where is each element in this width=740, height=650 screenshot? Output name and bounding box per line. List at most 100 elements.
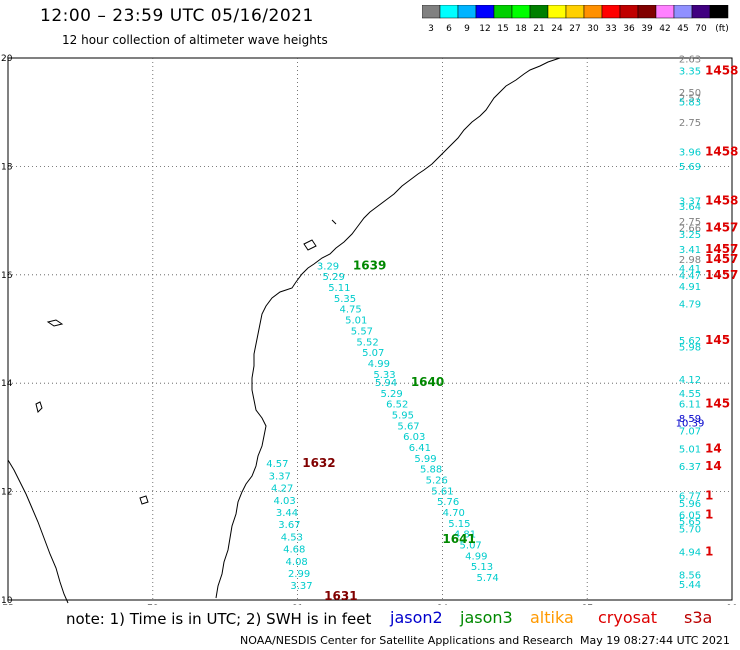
- colorbar-swatch: [511, 5, 531, 19]
- wave-value: 6.37: [679, 462, 701, 473]
- island-b: [139, 495, 149, 505]
- wave-value: 5.88: [420, 465, 442, 476]
- colorbar-label: 39: [641, 24, 653, 34]
- y-tick-label: 14: [1, 379, 13, 389]
- colorbar-swatch: [601, 5, 621, 19]
- colorbar-swatch: [583, 5, 603, 19]
- right-edge-values: 2.633.35 1458 2.502.575.83 2.75 3.96 1458 5.69…: [676, 54, 739, 591]
- wave-value: 2.99: [288, 569, 310, 580]
- wave-value: 3.96: [679, 148, 701, 159]
- colorbar-label: 24: [551, 24, 563, 34]
- wave-value: 4.55: [679, 389, 701, 400]
- track-time: 1: [705, 508, 713, 522]
- colorbar-swatch: [619, 5, 639, 19]
- wave-value: 5.99: [414, 454, 436, 465]
- wave-value: 3.37: [290, 581, 312, 592]
- wave-value: 4.91: [679, 282, 701, 293]
- wave-value: 10.39: [676, 419, 705, 430]
- wave-value: 8.56: [679, 570, 701, 581]
- wave-value: 3.67: [278, 520, 300, 531]
- coastline: [215, 57, 561, 599]
- y-tick-label: 10: [1, 596, 13, 605]
- track-time: 145: [705, 397, 730, 411]
- axis-tick-labels: 75 78 81 84 87 90 10 12 14 16 18 20: [1, 54, 738, 605]
- altimeter-tracks: 3.295.295.115.354.755.015.575.525.074.99…: [266, 258, 499, 603]
- track-time: 1631: [324, 589, 357, 603]
- footer-date: May 19 08:27:44 UTC 2021: [580, 634, 730, 647]
- colorbar-label: 42: [659, 24, 670, 34]
- wave-value: 5.01: [345, 316, 367, 327]
- colorbar-label: 15: [497, 24, 508, 34]
- wave-value: 3.37: [269, 471, 291, 482]
- wave-value: 6.52: [386, 400, 408, 411]
- wave-value: 4.81: [454, 530, 476, 541]
- track-time: 1: [705, 489, 713, 503]
- track-time: 1632: [302, 456, 335, 470]
- island-a: [35, 401, 43, 413]
- colorbar-label: 70: [695, 24, 707, 34]
- wave-value: 4.99: [368, 359, 390, 370]
- legend-s3a: s3a: [684, 608, 713, 627]
- wave-value: 4.08: [286, 557, 308, 568]
- colorbar-swatch: [673, 5, 693, 19]
- wave-value: 5.35: [334, 294, 356, 305]
- wave-value: 4.70: [443, 508, 465, 519]
- wave-value: 5.26: [426, 475, 448, 486]
- wave-value: 6.05: [679, 511, 701, 522]
- wave-value: 5.65: [679, 517, 701, 528]
- wave-value: 5.11: [328, 283, 350, 294]
- track-time: 1458: [705, 193, 738, 207]
- colorbar-swatch: [493, 5, 513, 19]
- wave-value: 4.47: [679, 271, 701, 282]
- wave-value: 5.01: [679, 445, 701, 456]
- track-time: 1: [705, 545, 713, 559]
- colorbar-label: 6: [446, 24, 452, 34]
- track-time: 1458: [705, 63, 738, 77]
- colorbar-swatch: [655, 5, 675, 19]
- wave-value: 4.53: [281, 532, 303, 543]
- wave-value: 5.69: [679, 162, 701, 173]
- track-time: 1458: [705, 145, 738, 159]
- wave-value: 7.07: [679, 427, 701, 438]
- colorbar-swatch: [547, 5, 567, 19]
- wave-value: 5.70: [679, 524, 701, 535]
- wave-value: 2.75: [679, 118, 701, 129]
- wave-value: 6.77: [679, 492, 701, 503]
- colorbar-swatch: [475, 5, 495, 19]
- wave-value: 5.29: [380, 389, 402, 400]
- track-time: 1640: [411, 375, 444, 389]
- chart-subtitle: 12 hour collection of altimeter wave hei…: [62, 33, 328, 47]
- track-time: 1457: [705, 242, 738, 256]
- wave-value: 4.41: [679, 264, 701, 275]
- wave-value: 5.83: [679, 98, 701, 109]
- x-tick-label: 81: [292, 604, 303, 605]
- x-tick-label: 78: [147, 604, 159, 605]
- wave-value: 4.79: [679, 299, 701, 310]
- track-time: 14: [705, 442, 722, 456]
- wave-value: 3.41: [679, 245, 701, 256]
- footer-note: note: 1) Time is in UTC; 2) SWH is in fe…: [66, 610, 372, 628]
- colorbar-label: (ft): [715, 24, 729, 34]
- colorbar-swatch: [439, 5, 459, 19]
- wave-value: 4.03: [273, 496, 295, 507]
- wave-height-colorbar: 3 6 9 12 15 18 21 24 27 30 33 36 39 42 45 70 (ft): [422, 5, 729, 34]
- wave-value: 5.29: [323, 272, 345, 283]
- wave-value: 5.52: [356, 337, 378, 348]
- track-time: 1639: [353, 258, 386, 272]
- wave-value: 4.68: [283, 545, 305, 556]
- colorbar-label: 30: [587, 24, 599, 34]
- wave-value: 8.59: [679, 414, 701, 425]
- wave-value: 5.15: [448, 519, 470, 530]
- colorbar-label: 36: [623, 24, 635, 34]
- wave-value: 4.12: [679, 375, 701, 386]
- track-time: 145: [705, 333, 730, 347]
- wave-value: 4.94: [679, 548, 701, 559]
- wave-value: 3.44: [276, 508, 298, 519]
- legend-jason2: jason2: [390, 608, 443, 627]
- wave-value: 2.75: [679, 217, 701, 228]
- footer-credit: NOAA/NESDIS Center for Satellite Applica…: [240, 634, 574, 647]
- wave-value: 5.07: [460, 541, 482, 552]
- wave-value: 5.76: [437, 497, 459, 508]
- colorbar-swatch: [529, 5, 549, 19]
- track-time: 14: [705, 459, 722, 473]
